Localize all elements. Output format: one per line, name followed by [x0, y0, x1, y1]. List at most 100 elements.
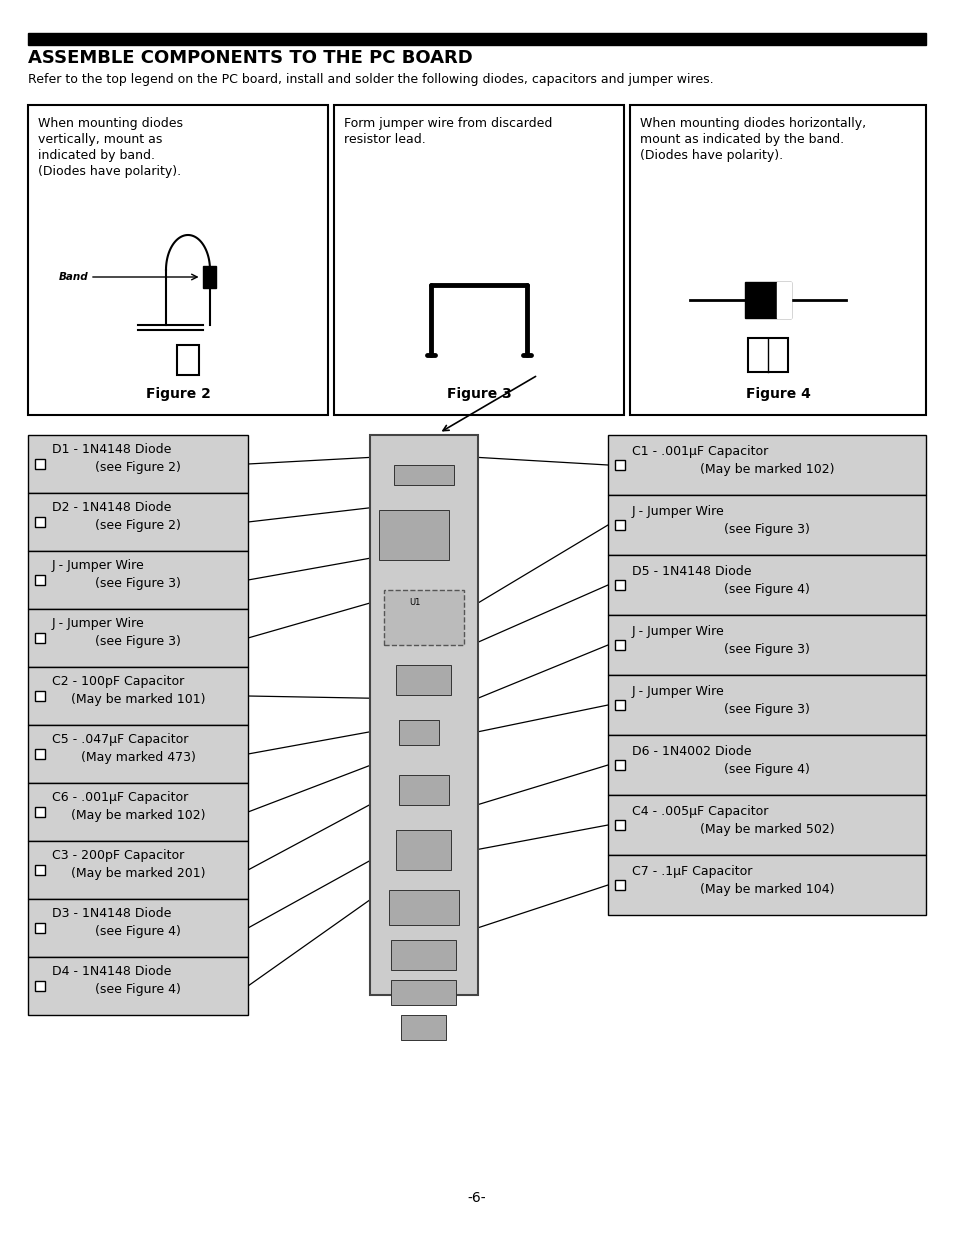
Bar: [35, 923, 45, 932]
Text: Figure 3: Figure 3: [446, 387, 511, 401]
Text: J - Jumper Wire: J - Jumper Wire: [52, 618, 145, 630]
Text: C2 - 100pF Capacitor: C2 - 100pF Capacitor: [52, 676, 184, 688]
Text: C1 - .001μF Capacitor: C1 - .001μF Capacitor: [631, 445, 767, 458]
Bar: [396, 664, 451, 695]
Bar: [396, 830, 451, 869]
Text: (Diodes have polarity).: (Diodes have polarity).: [639, 149, 782, 162]
Bar: [35, 692, 45, 701]
Bar: [615, 760, 624, 769]
Text: (see Figure 3): (see Figure 3): [95, 635, 181, 648]
Text: (see Figure 2): (see Figure 2): [95, 519, 181, 532]
Text: Figure 2: Figure 2: [146, 387, 211, 401]
Text: J - Jumper Wire: J - Jumper Wire: [631, 505, 724, 517]
Bar: [28, 435, 248, 493]
Bar: [615, 520, 624, 530]
Bar: [607, 555, 925, 615]
Bar: [394, 466, 454, 485]
Text: Refer to the top legend on the PC board, install and solder the following diodes: Refer to the top legend on the PC board,…: [28, 73, 713, 86]
Bar: [35, 576, 45, 585]
Text: mount as indicated by the band.: mount as indicated by the band.: [639, 133, 843, 146]
Bar: [370, 435, 477, 995]
Bar: [35, 864, 45, 876]
Bar: [334, 105, 623, 415]
Text: (see Figure 2): (see Figure 2): [95, 461, 181, 474]
Text: C7 - .1μF Capacitor: C7 - .1μF Capacitor: [631, 864, 752, 878]
Text: Form jumper wire from discarded: Form jumper wire from discarded: [344, 117, 552, 130]
Bar: [177, 345, 199, 375]
Text: D6 - 1N4002 Diode: D6 - 1N4002 Diode: [631, 745, 751, 758]
Bar: [35, 634, 45, 643]
Text: C3 - 200pF Capacitor: C3 - 200pF Capacitor: [52, 848, 184, 862]
Text: (see Figure 4): (see Figure 4): [723, 763, 809, 776]
Bar: [28, 899, 248, 957]
Text: When mounting diodes horizontally,: When mounting diodes horizontally,: [639, 117, 865, 130]
Text: vertically, mount as: vertically, mount as: [38, 133, 162, 146]
Bar: [28, 957, 248, 1015]
Bar: [391, 940, 456, 969]
Text: (see Figure 4): (see Figure 4): [95, 983, 181, 995]
Text: J - Jumper Wire: J - Jumper Wire: [631, 625, 724, 638]
Text: C5 - .047μF Capacitor: C5 - .047μF Capacitor: [52, 734, 188, 746]
Bar: [28, 493, 248, 551]
Bar: [35, 981, 45, 990]
Text: (May be marked 201): (May be marked 201): [71, 867, 205, 881]
Text: (see Figure 3): (see Figure 3): [723, 643, 809, 656]
Text: (Diodes have polarity).: (Diodes have polarity).: [38, 165, 181, 178]
Text: C6 - .001μF Capacitor: C6 - .001μF Capacitor: [52, 790, 188, 804]
Bar: [28, 105, 328, 415]
Text: indicated by band.: indicated by band.: [38, 149, 154, 162]
Bar: [378, 510, 449, 559]
Bar: [384, 590, 463, 645]
Text: (May marked 473): (May marked 473): [80, 751, 195, 764]
Text: J - Jumper Wire: J - Jumper Wire: [52, 559, 145, 572]
Text: D5 - 1N4148 Diode: D5 - 1N4148 Diode: [631, 564, 751, 578]
Text: resistor lead.: resistor lead.: [344, 133, 425, 146]
Bar: [747, 338, 787, 372]
Bar: [391, 981, 456, 1005]
Bar: [28, 841, 248, 899]
Text: (May be marked 101): (May be marked 101): [71, 693, 205, 706]
Bar: [607, 855, 925, 915]
Bar: [607, 435, 925, 495]
Bar: [615, 881, 624, 890]
Bar: [776, 282, 790, 317]
Bar: [28, 667, 248, 725]
Text: (see Figure 4): (see Figure 4): [723, 583, 809, 597]
Text: D1 - 1N4148 Diode: D1 - 1N4148 Diode: [52, 443, 172, 456]
Text: (see Figure 3): (see Figure 3): [723, 703, 809, 716]
Text: J - Jumper Wire: J - Jumper Wire: [631, 685, 724, 698]
Text: ASSEMBLE COMPONENTS TO THE PC BOARD: ASSEMBLE COMPONENTS TO THE PC BOARD: [28, 49, 473, 67]
Text: (see Figure 3): (see Figure 3): [95, 577, 181, 590]
Bar: [35, 748, 45, 760]
Bar: [398, 776, 449, 805]
Bar: [615, 700, 624, 710]
Bar: [615, 820, 624, 830]
Text: (May be marked 502): (May be marked 502): [699, 823, 834, 836]
Text: (see Figure 3): (see Figure 3): [723, 522, 809, 536]
Text: D2 - 1N4148 Diode: D2 - 1N4148 Diode: [52, 501, 172, 514]
Bar: [401, 1015, 446, 1040]
Bar: [607, 495, 925, 555]
Text: (see Figure 4): (see Figure 4): [95, 925, 181, 939]
Bar: [607, 676, 925, 735]
Bar: [28, 609, 248, 667]
Text: Band: Band: [58, 272, 88, 282]
Bar: [28, 33, 925, 44]
Bar: [398, 720, 438, 745]
Bar: [389, 890, 458, 925]
Bar: [28, 725, 248, 783]
Bar: [607, 615, 925, 676]
Text: D3 - 1N4148 Diode: D3 - 1N4148 Diode: [52, 906, 172, 920]
Text: C4 - .005μF Capacitor: C4 - .005μF Capacitor: [631, 805, 767, 818]
Bar: [203, 266, 216, 288]
Bar: [615, 459, 624, 471]
Text: D4 - 1N4148 Diode: D4 - 1N4148 Diode: [52, 965, 172, 978]
Bar: [744, 282, 790, 317]
Bar: [35, 459, 45, 469]
Bar: [28, 551, 248, 609]
Bar: [35, 517, 45, 527]
Bar: [607, 735, 925, 795]
Bar: [35, 806, 45, 818]
Text: Figure 4: Figure 4: [745, 387, 810, 401]
Text: (May be marked 102): (May be marked 102): [699, 463, 833, 475]
